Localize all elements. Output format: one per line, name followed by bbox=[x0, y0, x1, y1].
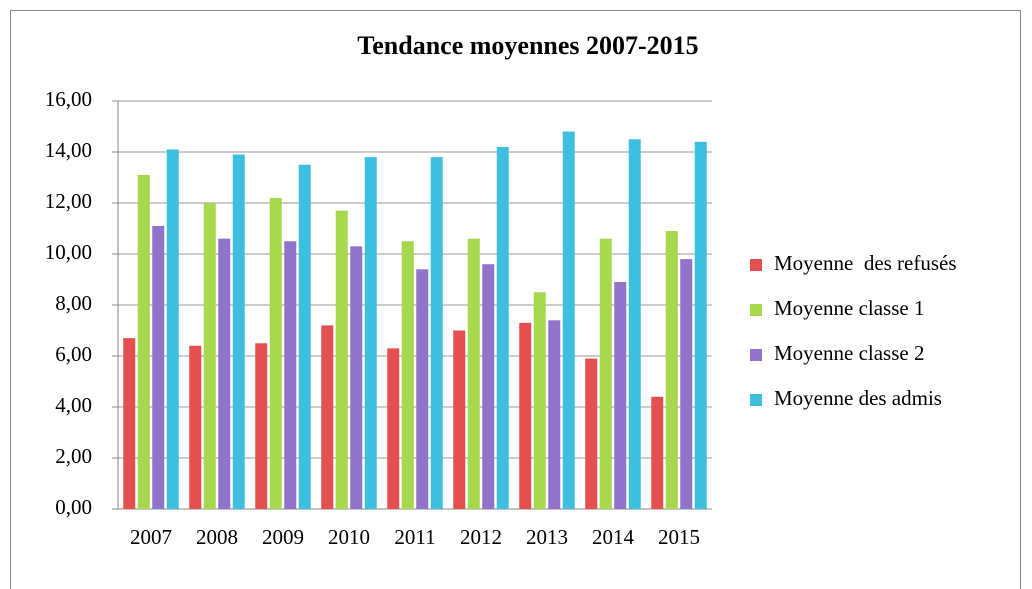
legend-swatch bbox=[750, 304, 762, 316]
x-tick-label: 2010 bbox=[328, 525, 370, 549]
y-tick-label: 0,00 bbox=[55, 495, 92, 519]
bar bbox=[232, 154, 245, 510]
y-tick-label: 8,00 bbox=[55, 291, 92, 315]
bar bbox=[152, 225, 165, 509]
bar bbox=[189, 345, 202, 509]
bar bbox=[533, 292, 546, 509]
y-tick-label: 4,00 bbox=[55, 393, 92, 417]
x-tick-label: 2014 bbox=[592, 525, 635, 549]
bar bbox=[680, 259, 693, 509]
bar bbox=[137, 174, 150, 509]
bar bbox=[599, 238, 612, 509]
chart-frame bbox=[10, 10, 1021, 589]
legend-swatch bbox=[750, 349, 762, 361]
x-tick-label: 2007 bbox=[130, 525, 172, 549]
bar bbox=[665, 231, 678, 510]
legend-swatch bbox=[750, 394, 762, 406]
y-tick-label: 2,00 bbox=[55, 444, 92, 468]
bar bbox=[321, 325, 334, 509]
bar bbox=[614, 282, 627, 509]
bar bbox=[416, 269, 429, 509]
bar bbox=[651, 396, 664, 509]
bar bbox=[519, 322, 532, 509]
bar bbox=[562, 131, 575, 509]
bar bbox=[284, 241, 297, 509]
bar bbox=[350, 246, 363, 509]
legend-swatch bbox=[750, 259, 762, 271]
legend-label: Moyenne classe 1 bbox=[774, 296, 924, 320]
bar bbox=[453, 330, 466, 509]
bar bbox=[269, 197, 282, 509]
legend-label: Moyenne des refusés bbox=[774, 251, 957, 275]
x-tick-label: 2009 bbox=[262, 525, 304, 549]
x-tick-label: 2012 bbox=[460, 525, 502, 549]
legend-label: Moyenne classe 2 bbox=[774, 341, 924, 365]
bar bbox=[255, 343, 268, 509]
y-tick-label: 14,00 bbox=[45, 138, 92, 162]
bar bbox=[482, 264, 495, 509]
x-tick-label: 2013 bbox=[526, 525, 568, 549]
y-tick-label: 6,00 bbox=[55, 342, 92, 366]
bar bbox=[123, 338, 136, 509]
bar bbox=[430, 157, 443, 509]
bar bbox=[335, 210, 348, 509]
bar bbox=[496, 146, 509, 509]
bar bbox=[585, 358, 598, 509]
y-tick-label: 12,00 bbox=[45, 189, 92, 213]
bar bbox=[218, 238, 231, 509]
bar bbox=[203, 203, 216, 509]
bar bbox=[166, 149, 179, 509]
bar bbox=[548, 320, 561, 509]
x-tick-label: 2011 bbox=[394, 525, 435, 549]
bar bbox=[694, 141, 707, 510]
x-tick-label: 2015 bbox=[658, 525, 700, 549]
bar bbox=[401, 241, 414, 509]
x-tick-label: 2008 bbox=[196, 525, 238, 549]
bar bbox=[298, 164, 311, 509]
bar bbox=[364, 157, 377, 509]
bar bbox=[387, 348, 400, 509]
chart-title: Tendance moyennes 2007-2015 bbox=[357, 31, 698, 60]
bar bbox=[467, 238, 480, 509]
bar bbox=[628, 139, 641, 509]
legend-label: Moyenne des admis bbox=[774, 386, 942, 410]
y-tick-label: 16,00 bbox=[45, 87, 92, 111]
y-tick-label: 10,00 bbox=[45, 240, 92, 264]
